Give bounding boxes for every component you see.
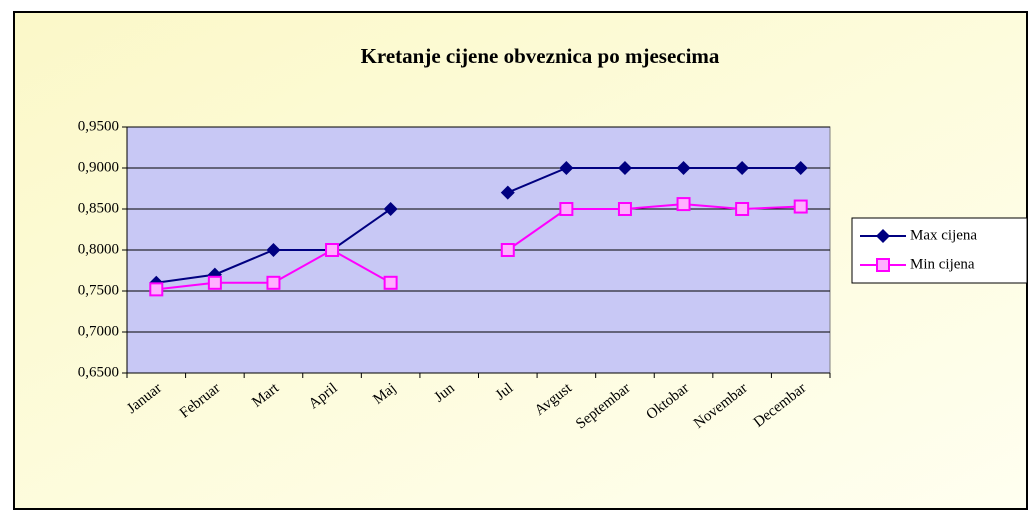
- marker: [383, 202, 398, 216]
- series-line: [507, 203, 801, 251]
- marker: [266, 275, 281, 290]
- marker: [617, 202, 632, 216]
- marker: [793, 161, 808, 175]
- y-tick-label: 0,7000: [78, 323, 119, 339]
- y-tick-label: 0,9500: [78, 118, 119, 134]
- marker: [793, 199, 808, 214]
- marker: [617, 161, 632, 175]
- marker: [676, 161, 691, 175]
- chart-title: Kretanje cijene obveznica po mjesecima: [361, 44, 720, 68]
- marker: [559, 161, 574, 175]
- series-line: [507, 167, 801, 194]
- legend-label: Min cijena: [910, 256, 975, 272]
- y-tick-label: 0,9000: [78, 159, 119, 175]
- y-tick-label: 0,8500: [78, 200, 119, 216]
- marker: [876, 258, 890, 272]
- marker: [325, 243, 340, 257]
- marker: [735, 161, 750, 175]
- y-tick-label: 0,7500: [78, 282, 119, 298]
- marker: [559, 202, 574, 216]
- marker: [876, 229, 890, 243]
- marker: [207, 275, 222, 290]
- marker: [149, 282, 164, 297]
- marker: [266, 243, 281, 257]
- marker: [676, 197, 691, 212]
- legend-label: Max cijena: [910, 227, 977, 243]
- y-tick-label: 0,6500: [78, 364, 119, 380]
- marker: [735, 202, 750, 216]
- y-tick-label: 0,8000: [78, 241, 119, 257]
- marker: [500, 185, 515, 200]
- legend: [851, 217, 1028, 284]
- marker: [383, 275, 398, 290]
- marker: [500, 243, 515, 257]
